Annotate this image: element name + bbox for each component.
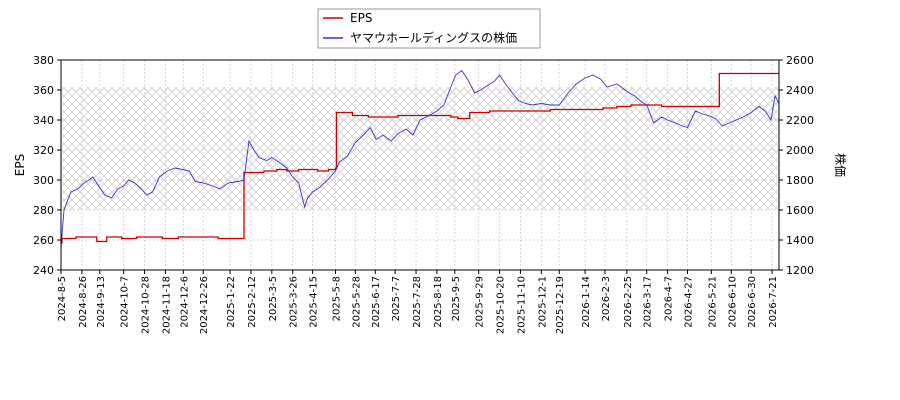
right-tick-label: 1400	[786, 234, 814, 247]
x-tick-label: 2025-7-7	[391, 276, 402, 321]
right-tick-label: 2600	[786, 54, 814, 67]
left-tick-label: 360	[33, 84, 54, 97]
x-tick-label: 2026-2-25	[623, 276, 634, 328]
x-tick-label: 2025-7-28	[412, 276, 423, 328]
x-tick-label: 2025-2-12	[247, 276, 258, 328]
x-tick-label: 2026-6-10	[727, 276, 738, 328]
plot-lines	[61, 69, 779, 248]
x-tick-label: 2025-9-5	[451, 276, 462, 321]
legend-price-label: ヤマウホールディングスの株価	[350, 30, 517, 45]
x-tick-label: 2025-9-29	[475, 276, 486, 328]
eps-series-line	[61, 72, 779, 244]
x-tick-label: 2024-9-13	[96, 276, 107, 328]
stock-price-series-line	[61, 69, 779, 248]
right-tick-label: 1200	[786, 264, 814, 277]
x-tick-label: 2025-4-15	[309, 276, 320, 328]
x-tick-label: 2025-10-20	[496, 276, 507, 334]
x-tick-label: 2024-12-6	[179, 276, 190, 328]
left-axis-label: EPS	[13, 154, 27, 176]
legend-box	[317, 8, 541, 49]
hatched-band	[61, 87, 779, 210]
left-tick-label: 340	[33, 114, 54, 127]
x-tick-label: 2026-3-17	[643, 276, 654, 328]
x-tick-label: 2024-10-7	[120, 276, 131, 328]
right-tick-label: 2200	[786, 114, 814, 127]
x-tick-label: 2026-2-3	[601, 276, 612, 321]
x-tick-label: 2025-3-26	[289, 276, 300, 328]
right-tick-label: 1600	[786, 204, 814, 217]
x-tick-label: 2025-8-18	[433, 276, 444, 328]
x-tick-label: 2025-11-10	[516, 276, 527, 334]
x-tick-label: 2024-12-26	[199, 276, 210, 334]
x-tick-label: 2024-8-5	[57, 276, 68, 321]
legend-eps-label: EPS	[350, 11, 372, 25]
x-tick-label: 2024-10-28	[141, 276, 152, 334]
left-tick-label: 300	[33, 174, 54, 187]
plot-frame	[60, 59, 780, 271]
x-tick-label: 2026-4-7	[664, 276, 675, 321]
x-tick-label: 2025-1-22	[226, 276, 237, 328]
axes: 240 260 280 300 320 340 360 380 1200 1400 1600 1800…	[33, 54, 814, 334]
x-tick-label: 2024-11-18	[161, 276, 172, 334]
left-tick-label: 260	[33, 234, 54, 247]
x-tick-label: 2026-6-30	[747, 276, 758, 328]
left-tick-label: 320	[33, 144, 54, 157]
left-tick-label: 240	[33, 264, 54, 277]
x-tick-label: 2025-12-19	[555, 276, 566, 334]
x-tick-label: 2026-5-21	[707, 276, 718, 328]
right-axis-label: 株価	[833, 153, 848, 177]
x-tick-label: 2026-4-27	[684, 276, 695, 328]
x-tick-label: 2026-1-14	[581, 276, 592, 328]
x-tick-label: 2025-5-8	[331, 276, 342, 321]
right-tick-label: 2400	[786, 84, 814, 97]
x-tick-label: 2025-12-1	[537, 276, 548, 328]
legend: EPS ヤマウホールディングスの株価	[317, 8, 541, 49]
x-tick-label: 2026-7-21	[768, 276, 779, 328]
right-tick-label: 2000	[786, 144, 814, 157]
x-tick-label: 2024-8-26	[78, 276, 89, 328]
left-tick-label: 380	[33, 54, 54, 67]
x-tick-label: 2025-5-28	[351, 276, 362, 328]
x-tick-label: 2025-6-17	[371, 276, 382, 328]
x-tick-label: 2025-3-5	[268, 276, 279, 321]
right-tick-label: 1800	[786, 174, 814, 187]
left-tick-label: 280	[33, 204, 54, 217]
